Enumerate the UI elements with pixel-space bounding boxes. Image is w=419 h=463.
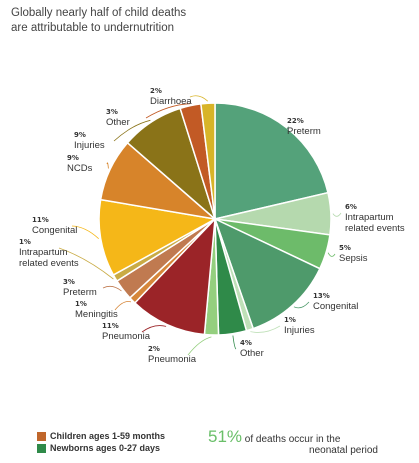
legend: Children ages 1-59 months Newborns ages … [37,430,165,454]
slice-percent-7: 11% [102,322,119,330]
slice-label-12-0: NCDs [67,163,93,174]
title-line-2: are attributable to undernutrition [11,22,175,34]
leader-line-6 [187,336,212,356]
slice-percent-10: 1% [19,238,31,246]
legend-item-children: Children ages 1-59 months [37,430,165,442]
slice-label-8-0: Meningitis [75,309,118,320]
slice-label-0-0: Preterm [287,126,321,137]
pie-slice-newborn-3 [213,217,321,330]
leader-line-5 [232,335,237,350]
slice-label-13-0: Injuries [74,140,105,151]
leader-line-9 [102,285,122,292]
neonatal-percent: 51% [208,427,243,446]
pie-slice-child-11 [98,198,218,276]
pie-slices [98,102,332,336]
leader-line-8 [114,301,131,311]
leader-line-7 [141,325,167,333]
leader-line-14 [145,103,191,119]
slice-label-5-0: Other [240,348,264,359]
slice-label-15-0: Diarrhoea [150,96,192,107]
legend-item-newborns: Newborns ages 0-27 days [37,442,165,454]
leader-line-10 [58,247,114,280]
pie-slice-newborn-0 [214,102,329,220]
slice-label-3-0: Congenital [313,301,358,312]
slice-label-1-0: Intrapartum [345,212,394,223]
slice-label-6-0: Pneumonia [148,354,197,365]
slice-label-4-0: Injuries [284,325,315,336]
slice-label-14-0: Other [106,117,130,128]
title-line-1: Globally nearly half of child deaths [11,7,187,19]
slice-percent-12: 9% [67,154,79,162]
leader-line-4 [250,325,281,333]
neonatal-note-text-1: of deaths occur in the [242,434,341,445]
leader-line-15 [189,95,209,102]
slice-percent-6: 2% [148,345,160,353]
chart-title: Globally nearly half of child deaths are… [11,6,271,36]
slice-percent-5: 4% [240,339,252,347]
slice-label-7-0: Pneumonia [102,331,151,342]
slice-label-1-1: related events [345,223,405,234]
legend-label-newborns: Newborns ages 0-27 days [50,443,161,453]
slice-percent-0: 22% [287,117,304,125]
slice-percent-2: 5% [339,244,351,252]
legend-swatch-newborns [37,443,46,453]
neonatal-note-text-2: neonatal period [309,445,378,456]
leader-lines [58,95,342,356]
slice-label-11-0: Congenital [32,225,77,236]
slice-percent-9: 3% [63,278,75,286]
slice-percent-3: 13% [313,292,330,300]
slice-label-10-0: Intrapartum [19,247,68,258]
slice-label-10-1: related events [19,258,79,269]
slice-percent-1: 6% [345,203,357,211]
pie-slice-child-7 [133,216,216,336]
leader-line-3 [293,301,310,309]
leader-line-11 [71,225,99,239]
slice-percent-11: 11% [32,216,49,224]
leader-line-12 [106,162,109,169]
slice-label-9-0: Preterm [63,287,97,298]
slice-label-2-0: Sepsis [339,253,368,264]
slice-percent-8: 1% [75,300,87,308]
slice-percent-14: 3% [106,108,118,116]
legend-label-children: Children ages 1-59 months [50,431,166,441]
neonatal-note: 51% of deaths occur in the neonatal peri… [208,427,378,456]
leader-line-0 [282,126,289,131]
leader-line-1 [332,212,342,217]
slice-percent-13: 9% [74,131,86,139]
legend-swatch-children [37,431,46,441]
leader-line-13 [113,119,151,142]
slice-percent-15: 2% [150,87,162,95]
leader-line-2 [327,252,336,257]
pie-slice-child-15 [200,102,216,220]
slice-percent-4: 1% [284,316,296,324]
